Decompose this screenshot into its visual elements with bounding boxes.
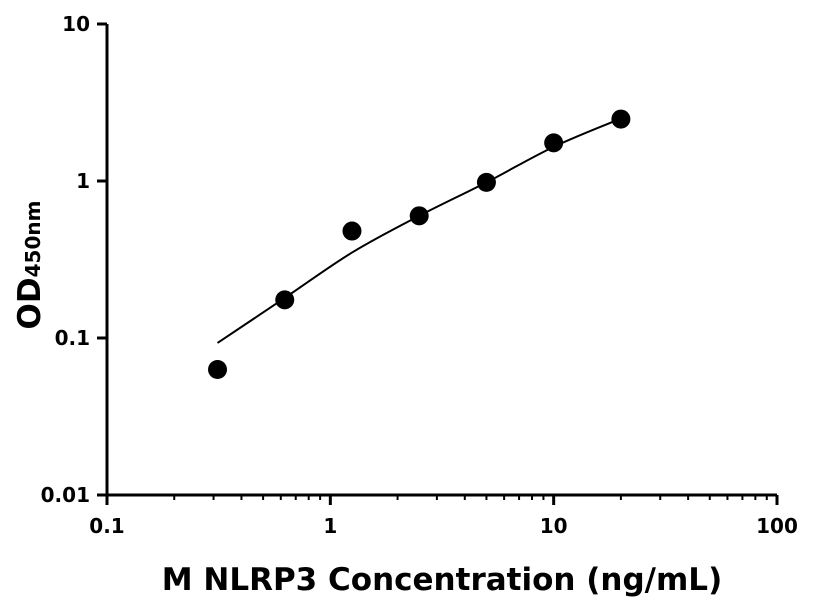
y-axis-label: OD450nm [12,201,48,330]
y-axis-label-subscript: 450nm [21,201,45,278]
y-tick-label: 10 [62,12,90,36]
x-tick-label: 1 [323,514,337,538]
y-axis-label-main: OD [12,277,48,329]
data-point [409,206,429,226]
y-tick-label: 1 [76,169,90,193]
data-point [342,221,362,241]
axes: 0.1 1 10 100 0.01 0.1 1 10 [41,12,798,538]
data-point [544,133,564,153]
data-points [208,109,631,380]
x-tick-label: 10 [540,514,568,538]
y-tick-label: 0.1 [55,326,90,350]
data-point [476,172,496,192]
data-point [611,109,631,129]
x-tick-label: 0.1 [89,514,124,538]
data-point [275,290,295,310]
x-tick-label: 100 [756,514,798,538]
y-tick-label: 0.01 [41,483,90,507]
x-axis-label: M NLRP3 Concentration (ng/mL) [162,562,722,598]
data-point [208,360,228,380]
fit-curve [216,117,622,344]
